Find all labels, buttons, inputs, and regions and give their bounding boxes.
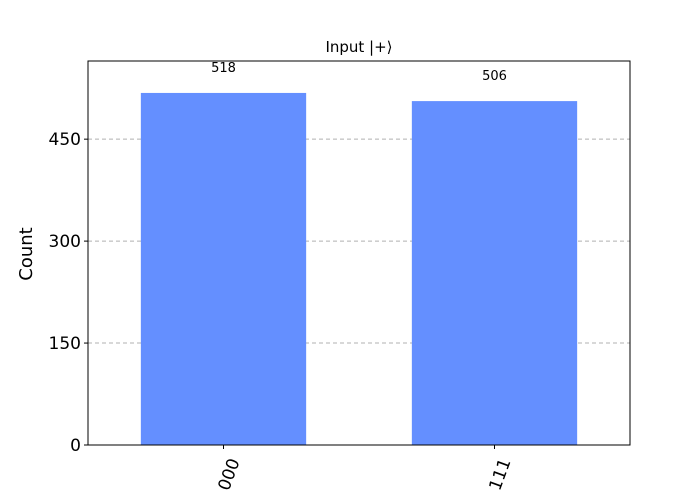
bar-000: [140, 92, 307, 445]
y-tick-label: 300: [49, 232, 81, 252]
chart-title: Input |+⟩: [325, 38, 392, 56]
y-tick-label: 150: [49, 334, 81, 354]
y-axis-ticks: 0 150 300 450: [49, 130, 88, 456]
data-labels: 518 506: [211, 61, 507, 84]
bars: [140, 92, 578, 445]
y-tick-label: 0: [70, 436, 81, 456]
y-tick-label: 450: [49, 130, 81, 150]
y-axis-label: Count: [16, 227, 37, 280]
data-label: 506: [482, 69, 507, 84]
bar-111: [411, 101, 578, 445]
plot-frame: [87, 60, 631, 446]
data-label: 518: [211, 61, 236, 76]
